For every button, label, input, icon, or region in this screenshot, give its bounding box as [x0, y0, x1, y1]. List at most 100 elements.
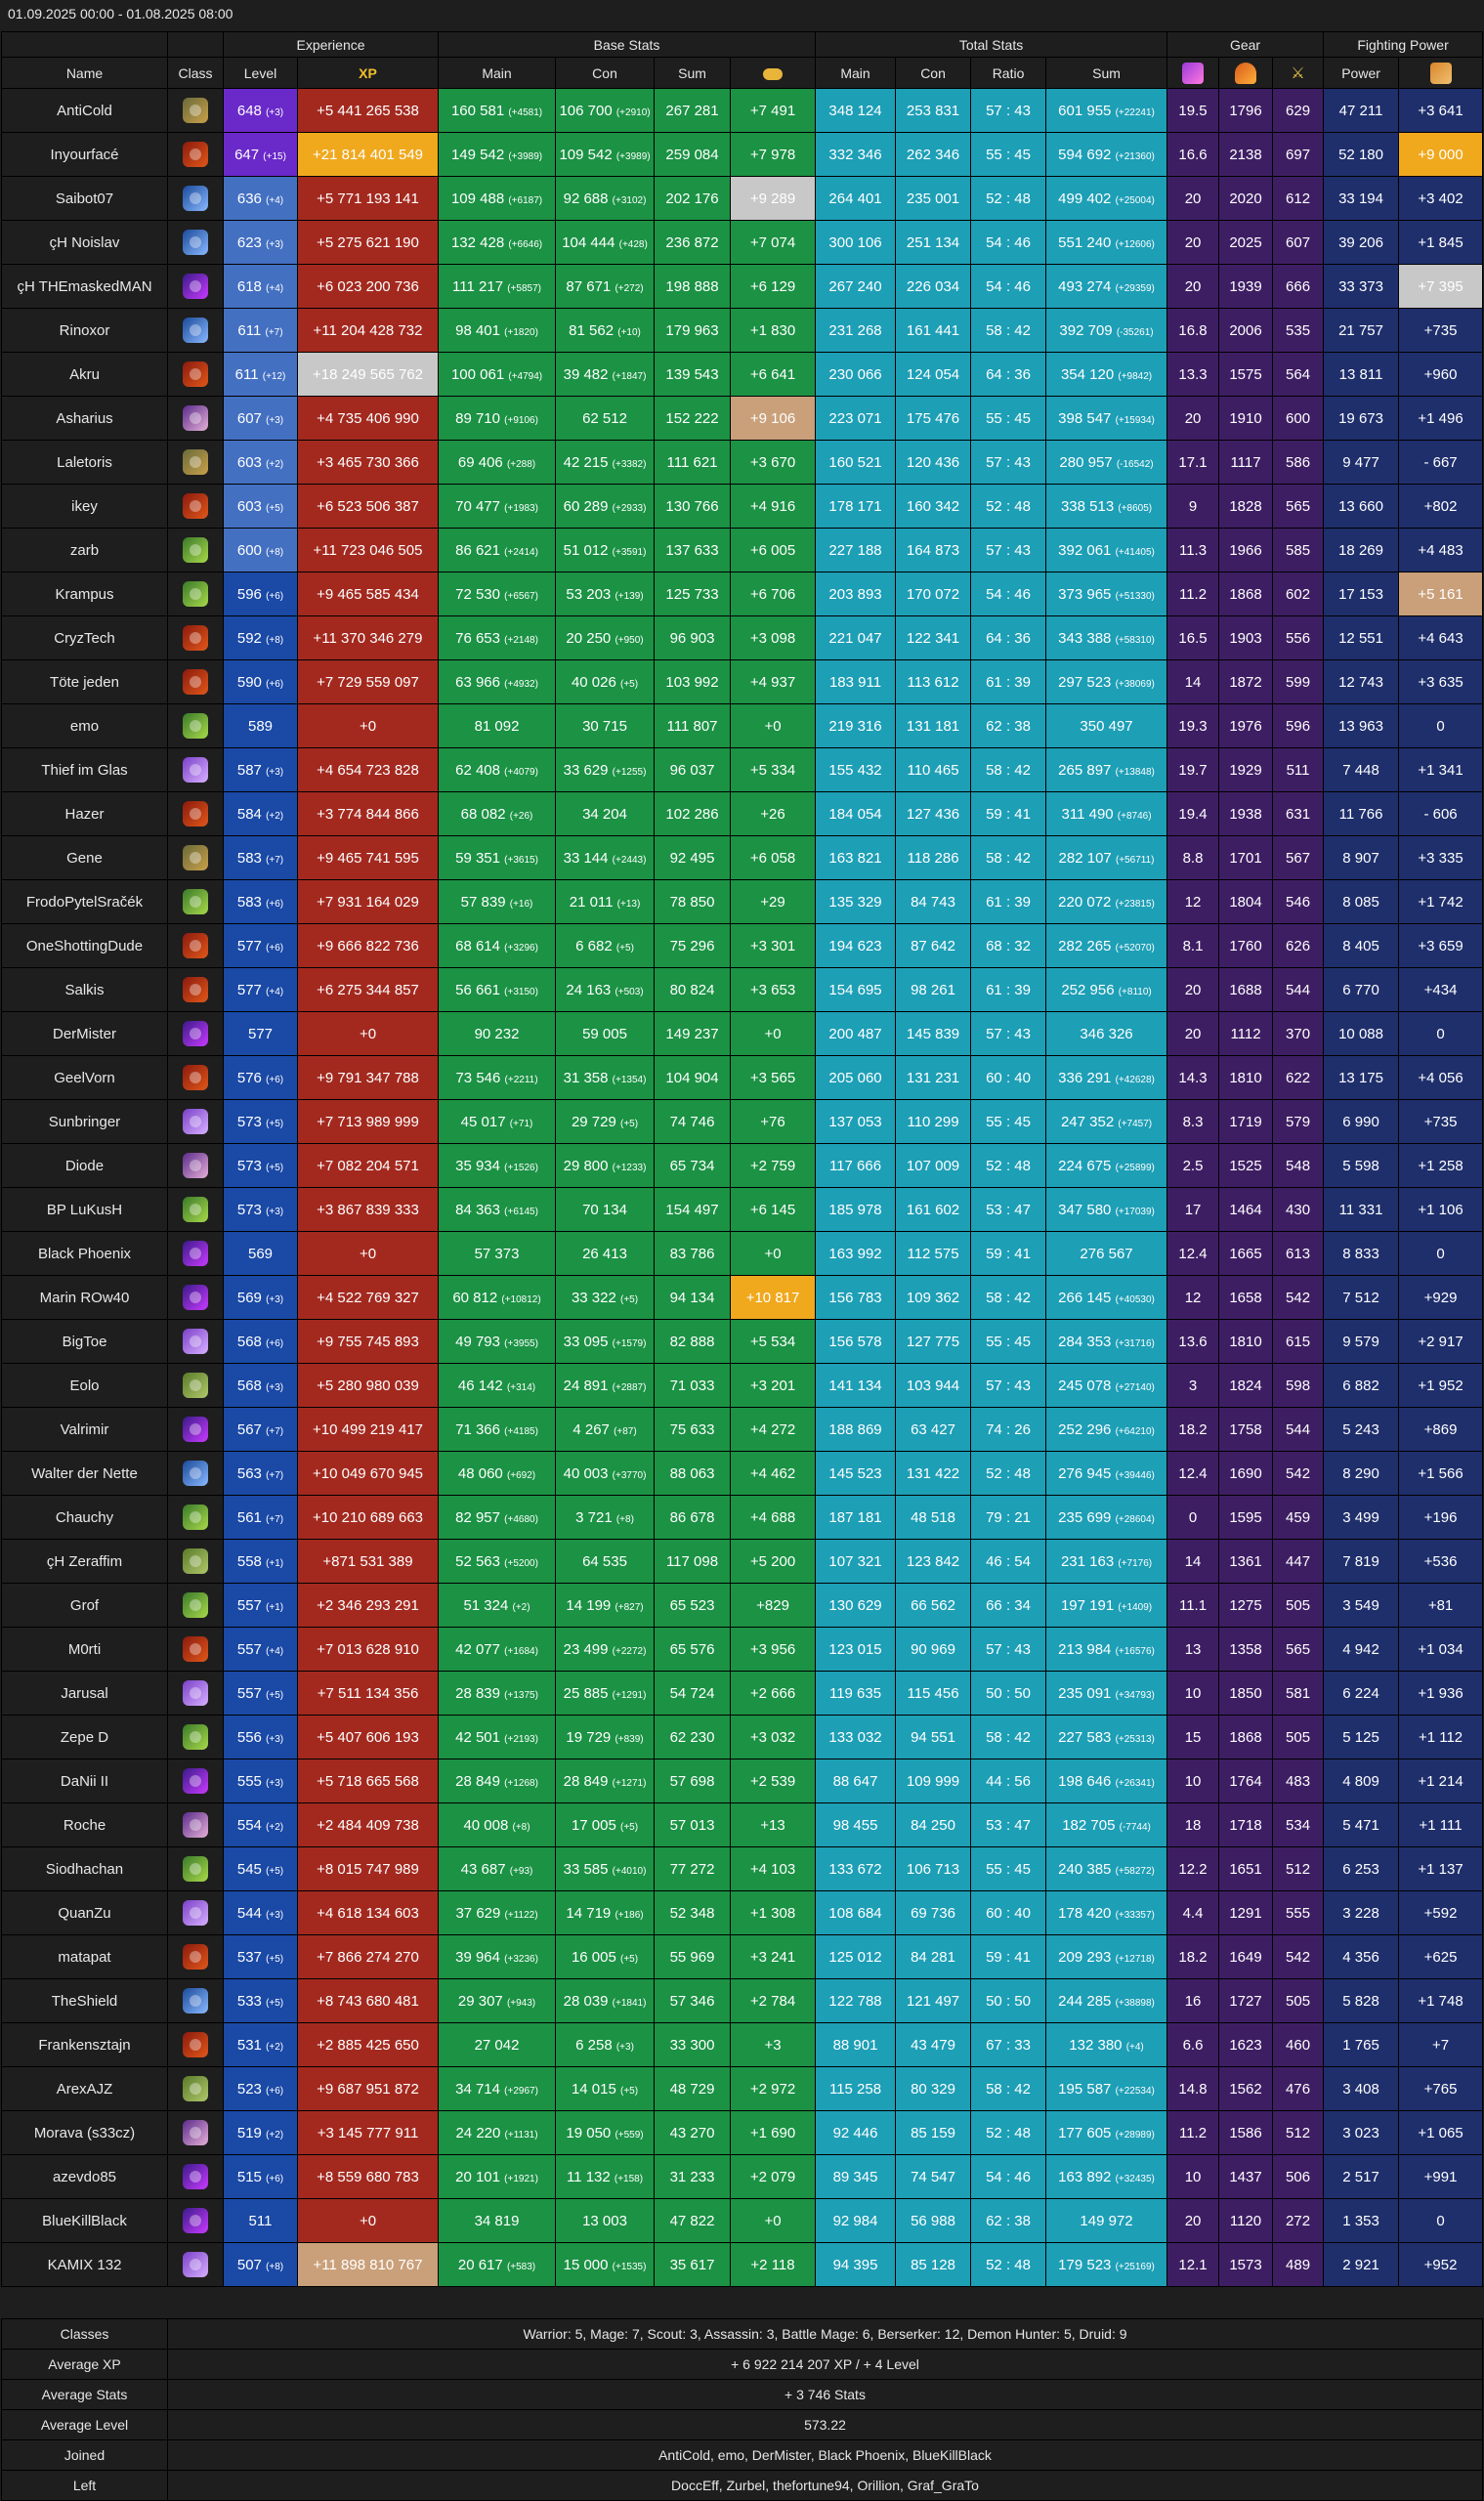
level-delta: (+1)	[266, 1557, 284, 1569]
gold-gain-value: +7 978	[749, 146, 796, 163]
gear-3: 602	[1272, 572, 1325, 616]
table-row[interactable]: Sunbringer 573 (+5) +7 713 989 999 45 017 (…	[1, 1099, 1484, 1144]
table-row[interactable]: Grof 557 (+1) +2 346 293 291 51 324 (+2) 14 …	[1, 1583, 1484, 1628]
table-row[interactable]: Marin ROw40 569 (+3) +4 522 769 327 60 812 …	[1, 1275, 1484, 1320]
gear-2: 1623	[1218, 2022, 1274, 2067]
gear-3-value: 600	[1286, 409, 1311, 427]
power-value: 33 194	[1338, 190, 1383, 207]
table-row[interactable]: zarb 600 (+8) +11 723 046 505 86 621 (+2414…	[1, 528, 1484, 572]
col-class[interactable]: Class	[167, 57, 224, 89]
ratio-value: 62 : 38	[986, 2212, 1031, 2229]
col-total-main[interactable]: Main	[815, 57, 897, 89]
table-row[interactable]: CryzTech 592 (+8) +11 370 346 279 76 653 (+…	[1, 615, 1484, 660]
table-row[interactable]: Jarusal 557 (+5) +7 511 134 356 28 839 (+13…	[1, 1671, 1484, 1716]
base-sum-value: 154 497	[665, 1201, 719, 1218]
col-gear-2[interactable]	[1218, 57, 1274, 89]
table-row[interactable]: QuanZu 544 (+3) +4 618 134 603 37 629 (+112…	[1, 1890, 1484, 1935]
gear-3-value: 459	[1286, 1508, 1311, 1526]
table-row[interactable]: Asharius 607 (+3) +4 735 406 990 89 710 (+9…	[1, 396, 1484, 441]
col-power[interactable]: Power	[1323, 57, 1400, 89]
table-row[interactable]: Eolo 568 (+3) +5 280 980 039 46 142 (+314) 2…	[1, 1363, 1484, 1408]
total-sum-value: 132 380	[1069, 2036, 1123, 2054]
table-row[interactable]: GeelVorn 576 (+6) +9 791 347 788 73 546 (+2…	[1, 1055, 1484, 1100]
total-sum-value: 235 699	[1058, 1508, 1112, 1526]
table-row[interactable]: Gene 583 (+7) +9 465 741 595 59 351 (+3615)…	[1, 835, 1484, 880]
gear-2-value: 1665	[1229, 1245, 1262, 1262]
table-row[interactable]: BlueKillBlack 511 +0 34 819 13 003 47 822 +0 92…	[1, 2198, 1484, 2243]
level-value: 589	[247, 717, 274, 735]
col-ratio[interactable]: Ratio	[970, 57, 1047, 89]
table-row[interactable]: matapat 537 (+5) +7 866 274 270 39 964 (+32…	[1, 1934, 1484, 1979]
table-row[interactable]: çH Zeraffim 558 (+1) +871 531 389 52 563 (+…	[1, 1539, 1484, 1584]
table-row[interactable]: Akru 611 (+12) +18 249 565 762 100 061 (+47…	[1, 352, 1484, 397]
table-row[interactable]: TheShield 533 (+5) +8 743 680 481 29 307 (+…	[1, 1978, 1484, 2023]
table-row[interactable]: Salkis 577 (+4) +6 275 344 857 56 661 (+315…	[1, 967, 1484, 1012]
player-name-value: Marin ROw40	[39, 1289, 130, 1306]
table-row[interactable]: emo 589 +0 81 092 30 715 111 807 +0 219 316 131 …	[1, 703, 1484, 748]
total-sum-value: 227 583	[1058, 1728, 1112, 1746]
table-row[interactable]: Thief im Glas 587 (+3) +4 654 723 828 62 40…	[1, 747, 1484, 792]
table-row[interactable]: ArexAJZ 523 (+6) +9 687 951 872 34 714 (+29…	[1, 2066, 1484, 2111]
table-row[interactable]: BigToe 568 (+6) +9 755 745 893 49 793 (+395…	[1, 1319, 1484, 1364]
ratio: 60 : 40	[970, 1055, 1047, 1100]
table-row[interactable]: DerMister 577 +0 90 232 59 005 149 237 +0 200 4…	[1, 1011, 1484, 1056]
table-row[interactable]: Valrimir 567 (+7) +10 499 219 417 71 366 (+…	[1, 1407, 1484, 1452]
table-row[interactable]: BP LuKusH 573 (+3) +3 867 839 333 84 363 (+…	[1, 1187, 1484, 1232]
table-row[interactable]: Diode 573 (+5) +7 082 204 571 35 934 (+1526…	[1, 1143, 1484, 1188]
table-row[interactable]: Frankensztajn 531 (+2) +2 885 425 650 27 04…	[1, 2022, 1484, 2067]
class-cell	[167, 484, 224, 529]
table-row[interactable]: Hazer 584 (+2) +3 774 844 866 68 082 (+26) 3…	[1, 791, 1484, 836]
table-row[interactable]: ikey 603 (+5) +6 523 506 387 70 477 (+1983)…	[1, 484, 1484, 529]
level-delta: (+12)	[262, 370, 286, 382]
table-row[interactable]: Rinoxor 611 (+7) +11 204 428 732 98 401 (+1…	[1, 308, 1484, 353]
total-sum: 252 296 (+64210)	[1045, 1407, 1168, 1452]
gear-1: 12.4	[1166, 1231, 1220, 1276]
table-row[interactable]: Laletoris 603 (+2) +3 465 730 366 69 406 (+…	[1, 440, 1484, 485]
table-row[interactable]: çH THEmaskedMAN 618 (+4) +6 023 200 736 111…	[1, 264, 1484, 309]
table-row[interactable]: azevdo85 515 (+6) +8 559 680 783 20 101 (+1…	[1, 2154, 1484, 2199]
total-sum-delta: (+29359)	[1115, 282, 1155, 294]
table-row[interactable]: Inyourfacé 647 (+15) +21 814 401 549 149 54…	[1, 132, 1484, 177]
table-row[interactable]: çH Noislav 623 (+3) +5 275 621 190 132 428 …	[1, 220, 1484, 265]
table-row[interactable]: OneShottingDude 577 (+6) +9 666 822 736 68 …	[1, 923, 1484, 968]
table-row[interactable]: Krampus 596 (+6) +9 465 585 434 72 530 (+65…	[1, 572, 1484, 616]
table-row[interactable]: Morava (s33cz) 519 (+2) +3 145 777 911 24 2…	[1, 2110, 1484, 2155]
level-delta: (+7)	[266, 854, 284, 866]
table-row[interactable]: Roche 554 (+2) +2 484 409 738 40 008 (+8) 17…	[1, 1802, 1484, 1847]
col-gold[interactable]	[730, 57, 817, 89]
total-con: 113 612	[895, 659, 972, 704]
table-row[interactable]: Siodhachan 545 (+5) +8 015 747 989 43 687 (…	[1, 1846, 1484, 1891]
table-row[interactable]: Zepe D 556 (+3) +5 407 606 193 42 501 (+219…	[1, 1715, 1484, 1759]
base-main-value: 63 966	[455, 673, 500, 691]
gear-1-value: 4.4	[1182, 1904, 1204, 1922]
class-cell	[167, 791, 224, 836]
table-row[interactable]: KAMIX 132 507 (+8) +11 898 810 767 20 617 (…	[1, 2242, 1484, 2287]
class-cell	[167, 2198, 224, 2243]
col-base-sum[interactable]: Sum	[654, 57, 732, 89]
col-level[interactable]: Level	[223, 57, 298, 89]
total-sum-delta: (+33357)	[1115, 1909, 1155, 1921]
table-row[interactable]: FrodoPytelSračék 583 (+6) +7 931 164 029 57…	[1, 879, 1484, 924]
col-gear-3[interactable]: ⚔	[1272, 57, 1325, 89]
table-row[interactable]: Saibot07 636 (+4) +5 771 193 141 109 488 (+…	[1, 176, 1484, 221]
col-gear-1[interactable]	[1166, 57, 1220, 89]
table-row[interactable]: Black Phoenix 569 +0 57 373 26 413 83 786 +0 16…	[1, 1231, 1484, 1276]
col-base-con[interactable]: Con	[555, 57, 656, 89]
table-row[interactable]: Töte jeden 590 (+6) +7 729 559 097 63 966 (…	[1, 659, 1484, 704]
table-row[interactable]: Walter der Nette 563 (+7) +10 049 670 945 4…	[1, 1451, 1484, 1496]
col-power-delta[interactable]	[1398, 57, 1484, 89]
col-base-main[interactable]: Main	[438, 57, 557, 89]
col-xp[interactable]: XP	[296, 57, 440, 89]
mage-class-icon	[183, 1065, 208, 1090]
base-main-delta: (+16)	[509, 898, 533, 910]
table-row[interactable]: AntiCold 648 (+3) +5 441 265 538 160 581 (+…	[1, 88, 1484, 133]
col-total-sum[interactable]: Sum	[1045, 57, 1168, 89]
table-row[interactable]: Chauchy 561 (+7) +10 210 689 663 82 957 (+4…	[1, 1495, 1484, 1540]
col-total-con[interactable]: Con	[895, 57, 972, 89]
table-row[interactable]: DaNii II 555 (+3) +5 718 665 568 28 849 (+1…	[1, 1759, 1484, 1803]
ratio: 57 : 43	[970, 528, 1047, 572]
table-row[interactable]: M0rti 557 (+4) +7 013 628 910 42 077 (+1684…	[1, 1627, 1484, 1672]
total-main-value: 88 901	[832, 2036, 878, 2054]
col-name[interactable]: Name	[1, 57, 168, 89]
gear-2: 1850	[1218, 1671, 1274, 1716]
